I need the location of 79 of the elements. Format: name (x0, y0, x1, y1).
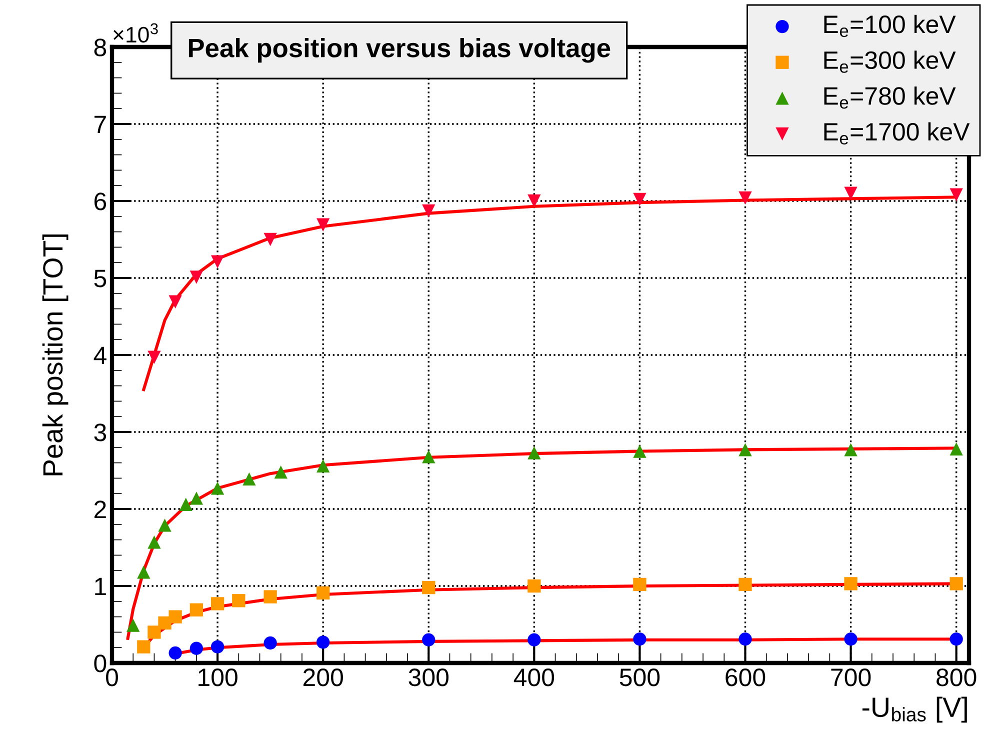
x-tick-label: 400 (514, 668, 554, 686)
x-tick-label: 500 (620, 668, 660, 686)
point (528, 194, 541, 208)
y-tick-label: 0 (94, 654, 106, 672)
point (210, 640, 224, 654)
point (950, 188, 963, 202)
y-tick-label: 2 (94, 500, 106, 518)
point (232, 594, 246, 608)
point (210, 597, 224, 610)
point (950, 577, 963, 590)
legend-label: E$_{e}$=1700 keV (824, 122, 970, 145)
point (168, 646, 182, 660)
point (844, 186, 858, 200)
point (158, 518, 172, 532)
y-tick-label: 8 (94, 38, 106, 56)
point (528, 633, 541, 646)
point (264, 232, 277, 246)
point (274, 465, 288, 479)
x-tick-label: 100 (198, 668, 238, 686)
x-tick-label: 200 (303, 668, 343, 686)
point (633, 444, 646, 458)
x-tick-label: 600 (726, 668, 766, 686)
point (137, 640, 150, 654)
point (422, 204, 436, 218)
y-tick-label: 6 (94, 192, 106, 210)
point (316, 459, 330, 472)
y-tick-label: 5 (94, 270, 106, 288)
point (633, 192, 646, 206)
chart-title: Peak position versus bias voltage (188, 38, 610, 63)
point (528, 446, 541, 460)
point (316, 218, 330, 232)
y-tick-label: 1 (95, 578, 106, 596)
point (179, 498, 192, 511)
point (422, 633, 436, 646)
point (190, 270, 204, 284)
point (190, 603, 204, 616)
point (950, 632, 963, 646)
point (844, 577, 858, 590)
y-axis-title: Peak position [TOT] (42, 234, 68, 476)
point (148, 626, 161, 639)
point (422, 450, 436, 464)
point (633, 632, 646, 646)
legend-label: E$_{e}$=300 keV (824, 50, 956, 73)
point (844, 632, 858, 646)
point (738, 443, 752, 456)
point (242, 472, 256, 486)
point (168, 610, 182, 624)
point (633, 578, 646, 592)
point (210, 255, 224, 268)
point (528, 579, 541, 593)
point (148, 536, 161, 549)
point (950, 442, 963, 456)
point (137, 566, 150, 579)
point (422, 580, 436, 594)
y-tick-label: 7 (94, 116, 106, 134)
point (264, 590, 277, 604)
legend-label: E$_{e}$=780 keV (824, 86, 956, 109)
point (316, 586, 330, 600)
x-axis-title: -U$_{bias}$ [V] (862, 696, 967, 723)
x-tick-label: 300 (408, 668, 449, 686)
point (264, 636, 277, 650)
y-tick-label: 3 (94, 424, 106, 442)
point (190, 642, 204, 655)
point (738, 632, 752, 646)
point (738, 191, 752, 205)
point (148, 350, 161, 364)
x-tick-label: 800 (936, 668, 976, 686)
legend-label: E$_{e}$=100 keV (824, 14, 956, 38)
point (190, 492, 204, 505)
point (126, 618, 140, 632)
x-tick-label: 700 (831, 668, 871, 686)
point (844, 443, 858, 456)
point (210, 482, 224, 495)
x-tick-label: 0 (106, 668, 118, 686)
y-tick-label: 4 (94, 346, 106, 364)
text: ×10$^{3}$ (114, 23, 158, 43)
point (316, 636, 330, 649)
point (738, 578, 752, 592)
point (168, 295, 182, 308)
